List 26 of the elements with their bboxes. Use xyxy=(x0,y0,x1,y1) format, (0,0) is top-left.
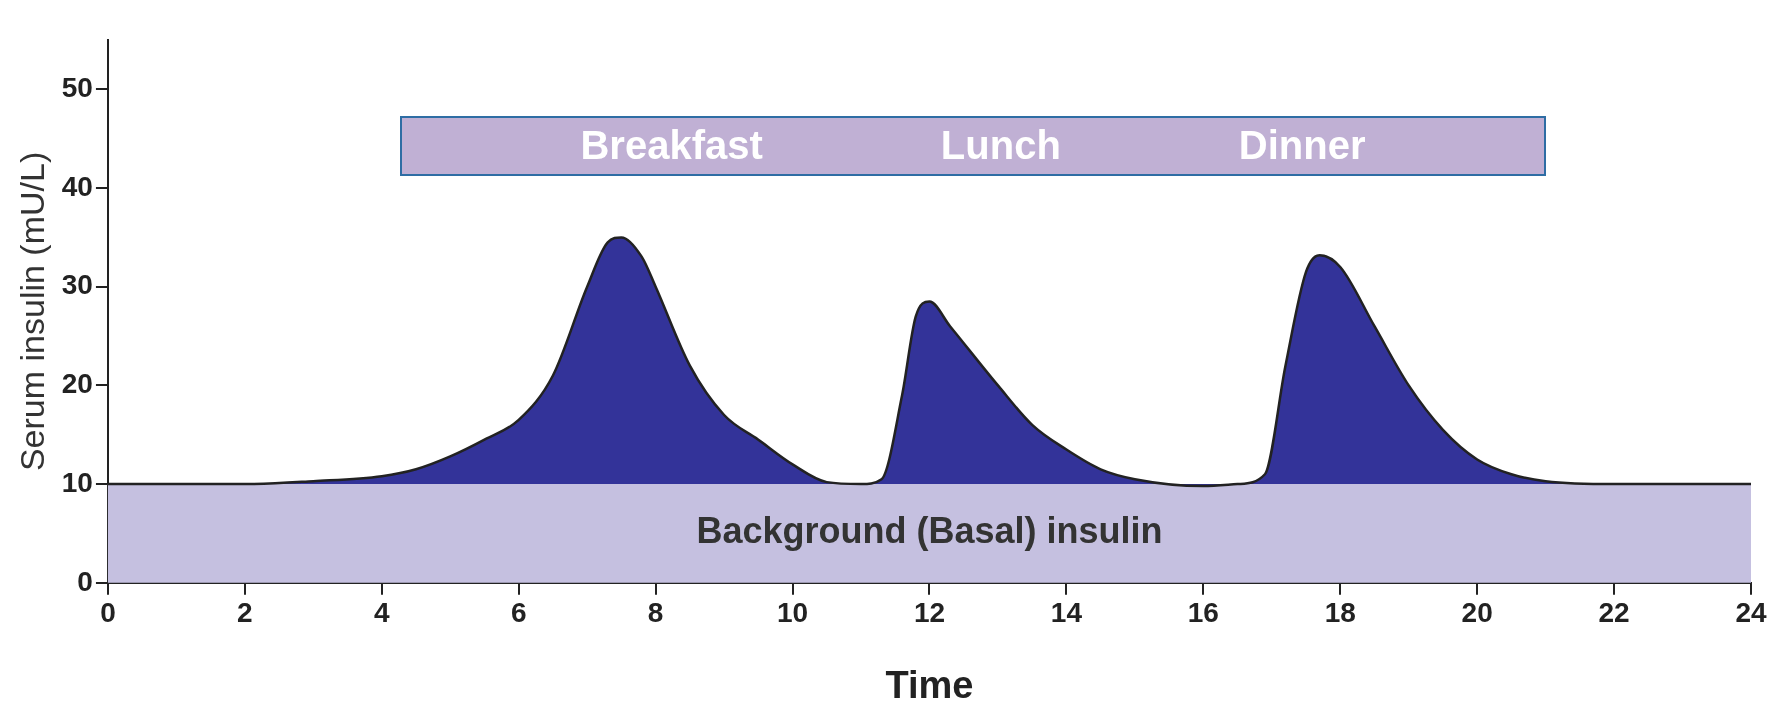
y-tick-label: 40 xyxy=(61,170,93,202)
band-label: Background (Basal) insulin xyxy=(696,510,1163,552)
x-tick-label: 20 xyxy=(1461,597,1493,629)
x-tick-label: 4 xyxy=(374,597,390,629)
x-tick-label: 10 xyxy=(776,597,809,629)
x-tick-label: 14 xyxy=(1050,597,1083,629)
annotation: Dinner xyxy=(1238,123,1366,169)
y-tick-label: 50 xyxy=(61,72,93,104)
meal-banner: Breakfast Lunch Dinner xyxy=(400,116,1546,176)
x-tick-label: 8 xyxy=(647,597,664,629)
x-tick-label: 18 xyxy=(1324,597,1356,629)
annotation: Lunch xyxy=(940,123,1061,169)
x-tick-label: 16 xyxy=(1187,597,1219,629)
x-tick-label: 24 xyxy=(1735,597,1767,629)
x-tick-label: 6 xyxy=(510,597,527,629)
x-tick-label: 2 xyxy=(237,597,253,629)
y-tick-label: 0 xyxy=(77,565,93,597)
x-tick-label: 22 xyxy=(1598,597,1630,629)
x-axis-title: Time xyxy=(885,663,974,706)
y-tick-label: 30 xyxy=(61,269,93,301)
annotation: Breakfast xyxy=(580,123,763,169)
y-axis-title: Serum insulin (mU/L) xyxy=(12,151,51,472)
x-tick-label: 12 xyxy=(913,597,946,629)
y-tick-label: 20 xyxy=(61,368,93,400)
y-tick-label: 10 xyxy=(61,466,93,498)
x-tick-label: 0 xyxy=(100,597,116,629)
